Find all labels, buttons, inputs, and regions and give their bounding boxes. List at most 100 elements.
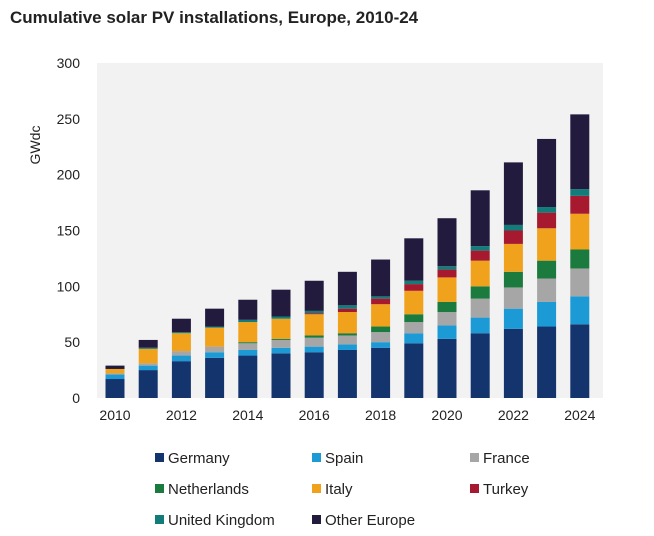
bar-segment xyxy=(437,338,457,398)
bar-segment xyxy=(404,322,424,334)
x-tick-label: 2022 xyxy=(498,407,529,423)
legend-swatch xyxy=(470,484,479,493)
legend-label: Other Europe xyxy=(325,512,415,529)
bar-segment xyxy=(537,207,557,213)
bar-segment xyxy=(437,266,457,270)
bar-segment xyxy=(271,339,291,348)
legend-label: Germany xyxy=(168,450,230,467)
bars xyxy=(105,114,590,398)
bar-segment xyxy=(537,212,557,229)
legend-label: United Kingdom xyxy=(168,512,275,529)
x-tick-label: 2020 xyxy=(431,407,462,423)
bar-segment xyxy=(470,250,490,261)
bar-segment xyxy=(105,365,125,369)
bar-segment xyxy=(437,218,457,267)
bar-segment xyxy=(371,342,391,348)
bar-segment xyxy=(470,317,490,334)
bar-segment xyxy=(337,305,357,309)
bar-segment xyxy=(171,351,191,356)
bar-segment xyxy=(404,343,424,398)
bar-segment xyxy=(404,314,424,323)
bar-segment xyxy=(503,287,523,309)
bar-segment xyxy=(271,347,291,354)
bar-segment xyxy=(271,353,291,398)
bar-segment xyxy=(404,333,424,344)
bar-segment xyxy=(470,298,490,318)
bar-segment xyxy=(238,349,258,356)
bar-segment xyxy=(304,352,324,398)
bar-segment xyxy=(171,318,191,333)
legend-swatch xyxy=(312,453,321,462)
y-tick-label: 200 xyxy=(57,167,81,183)
bar-segment xyxy=(105,368,125,374)
x-tick-label: 2014 xyxy=(232,407,263,423)
x-tick-label: 2012 xyxy=(166,407,197,423)
bar-segment xyxy=(304,337,324,347)
bar-segment xyxy=(570,195,590,214)
legend-swatch xyxy=(312,515,321,524)
legend-swatch xyxy=(155,484,164,493)
legend-swatch xyxy=(470,453,479,462)
bar-segment xyxy=(138,365,158,371)
bar-segment xyxy=(371,296,391,299)
bar-segment xyxy=(503,271,523,288)
legend-label: Italy xyxy=(325,481,353,498)
bar-segment xyxy=(503,230,523,244)
bar-segment xyxy=(105,373,125,375)
y-tick-label: 250 xyxy=(57,111,81,127)
bar-segment xyxy=(404,238,424,281)
bar-segment xyxy=(470,246,490,251)
bar-segment xyxy=(537,326,557,398)
bar-segment xyxy=(138,348,158,364)
bar-segment xyxy=(337,312,357,334)
x-tick-label: 2018 xyxy=(365,407,396,423)
chart-title: Cumulative solar PV installations, Europ… xyxy=(10,8,419,27)
bar-segment xyxy=(238,319,258,323)
legend-swatch xyxy=(155,453,164,462)
bar-segment xyxy=(171,355,191,362)
bar-segment xyxy=(503,328,523,398)
bar-segment xyxy=(205,357,225,398)
bar-segment xyxy=(404,290,424,315)
bar-segment xyxy=(238,322,258,343)
bar-segment xyxy=(503,162,523,225)
bar-segment xyxy=(470,190,490,247)
bar-segment xyxy=(503,243,523,272)
bar-segment xyxy=(304,335,324,338)
y-tick-label: 300 xyxy=(57,55,81,71)
bar-segment xyxy=(570,189,590,196)
bar-segment xyxy=(503,308,523,329)
bar-segment xyxy=(304,314,324,336)
bar-segment xyxy=(238,343,258,350)
bar-segment xyxy=(205,327,225,347)
bar-segment xyxy=(437,312,457,326)
bar-segment xyxy=(437,269,457,278)
bar-segment xyxy=(570,213,590,250)
y-tick-label: 150 xyxy=(57,223,81,239)
bar-segment xyxy=(570,268,590,297)
bar-segment xyxy=(304,313,324,315)
bar-segment xyxy=(437,325,457,339)
bar-segment xyxy=(205,352,225,358)
bar-segment xyxy=(371,304,391,327)
bar-segment xyxy=(205,346,225,353)
x-axis-ticks: 2010 2012 2014 2016 2018 2020 2022 2024 xyxy=(99,407,595,423)
bar-segment xyxy=(503,224,523,231)
bar-segment xyxy=(238,299,258,320)
bar-segment xyxy=(404,284,424,291)
bar-segment xyxy=(304,280,324,311)
bar-segment xyxy=(271,316,291,319)
bar-segment xyxy=(105,374,125,380)
bar-segment xyxy=(537,228,557,261)
bar-segment xyxy=(337,333,357,336)
x-tick-label: 2024 xyxy=(564,407,595,423)
bar-segment xyxy=(570,114,590,190)
bar-segment xyxy=(304,310,324,314)
legend-label: Spain xyxy=(325,450,363,467)
bar-segment xyxy=(171,333,191,352)
bar-segment xyxy=(371,298,391,305)
legend-swatch xyxy=(155,515,164,524)
legend-label: France xyxy=(483,450,530,467)
bar-segment xyxy=(371,259,391,297)
